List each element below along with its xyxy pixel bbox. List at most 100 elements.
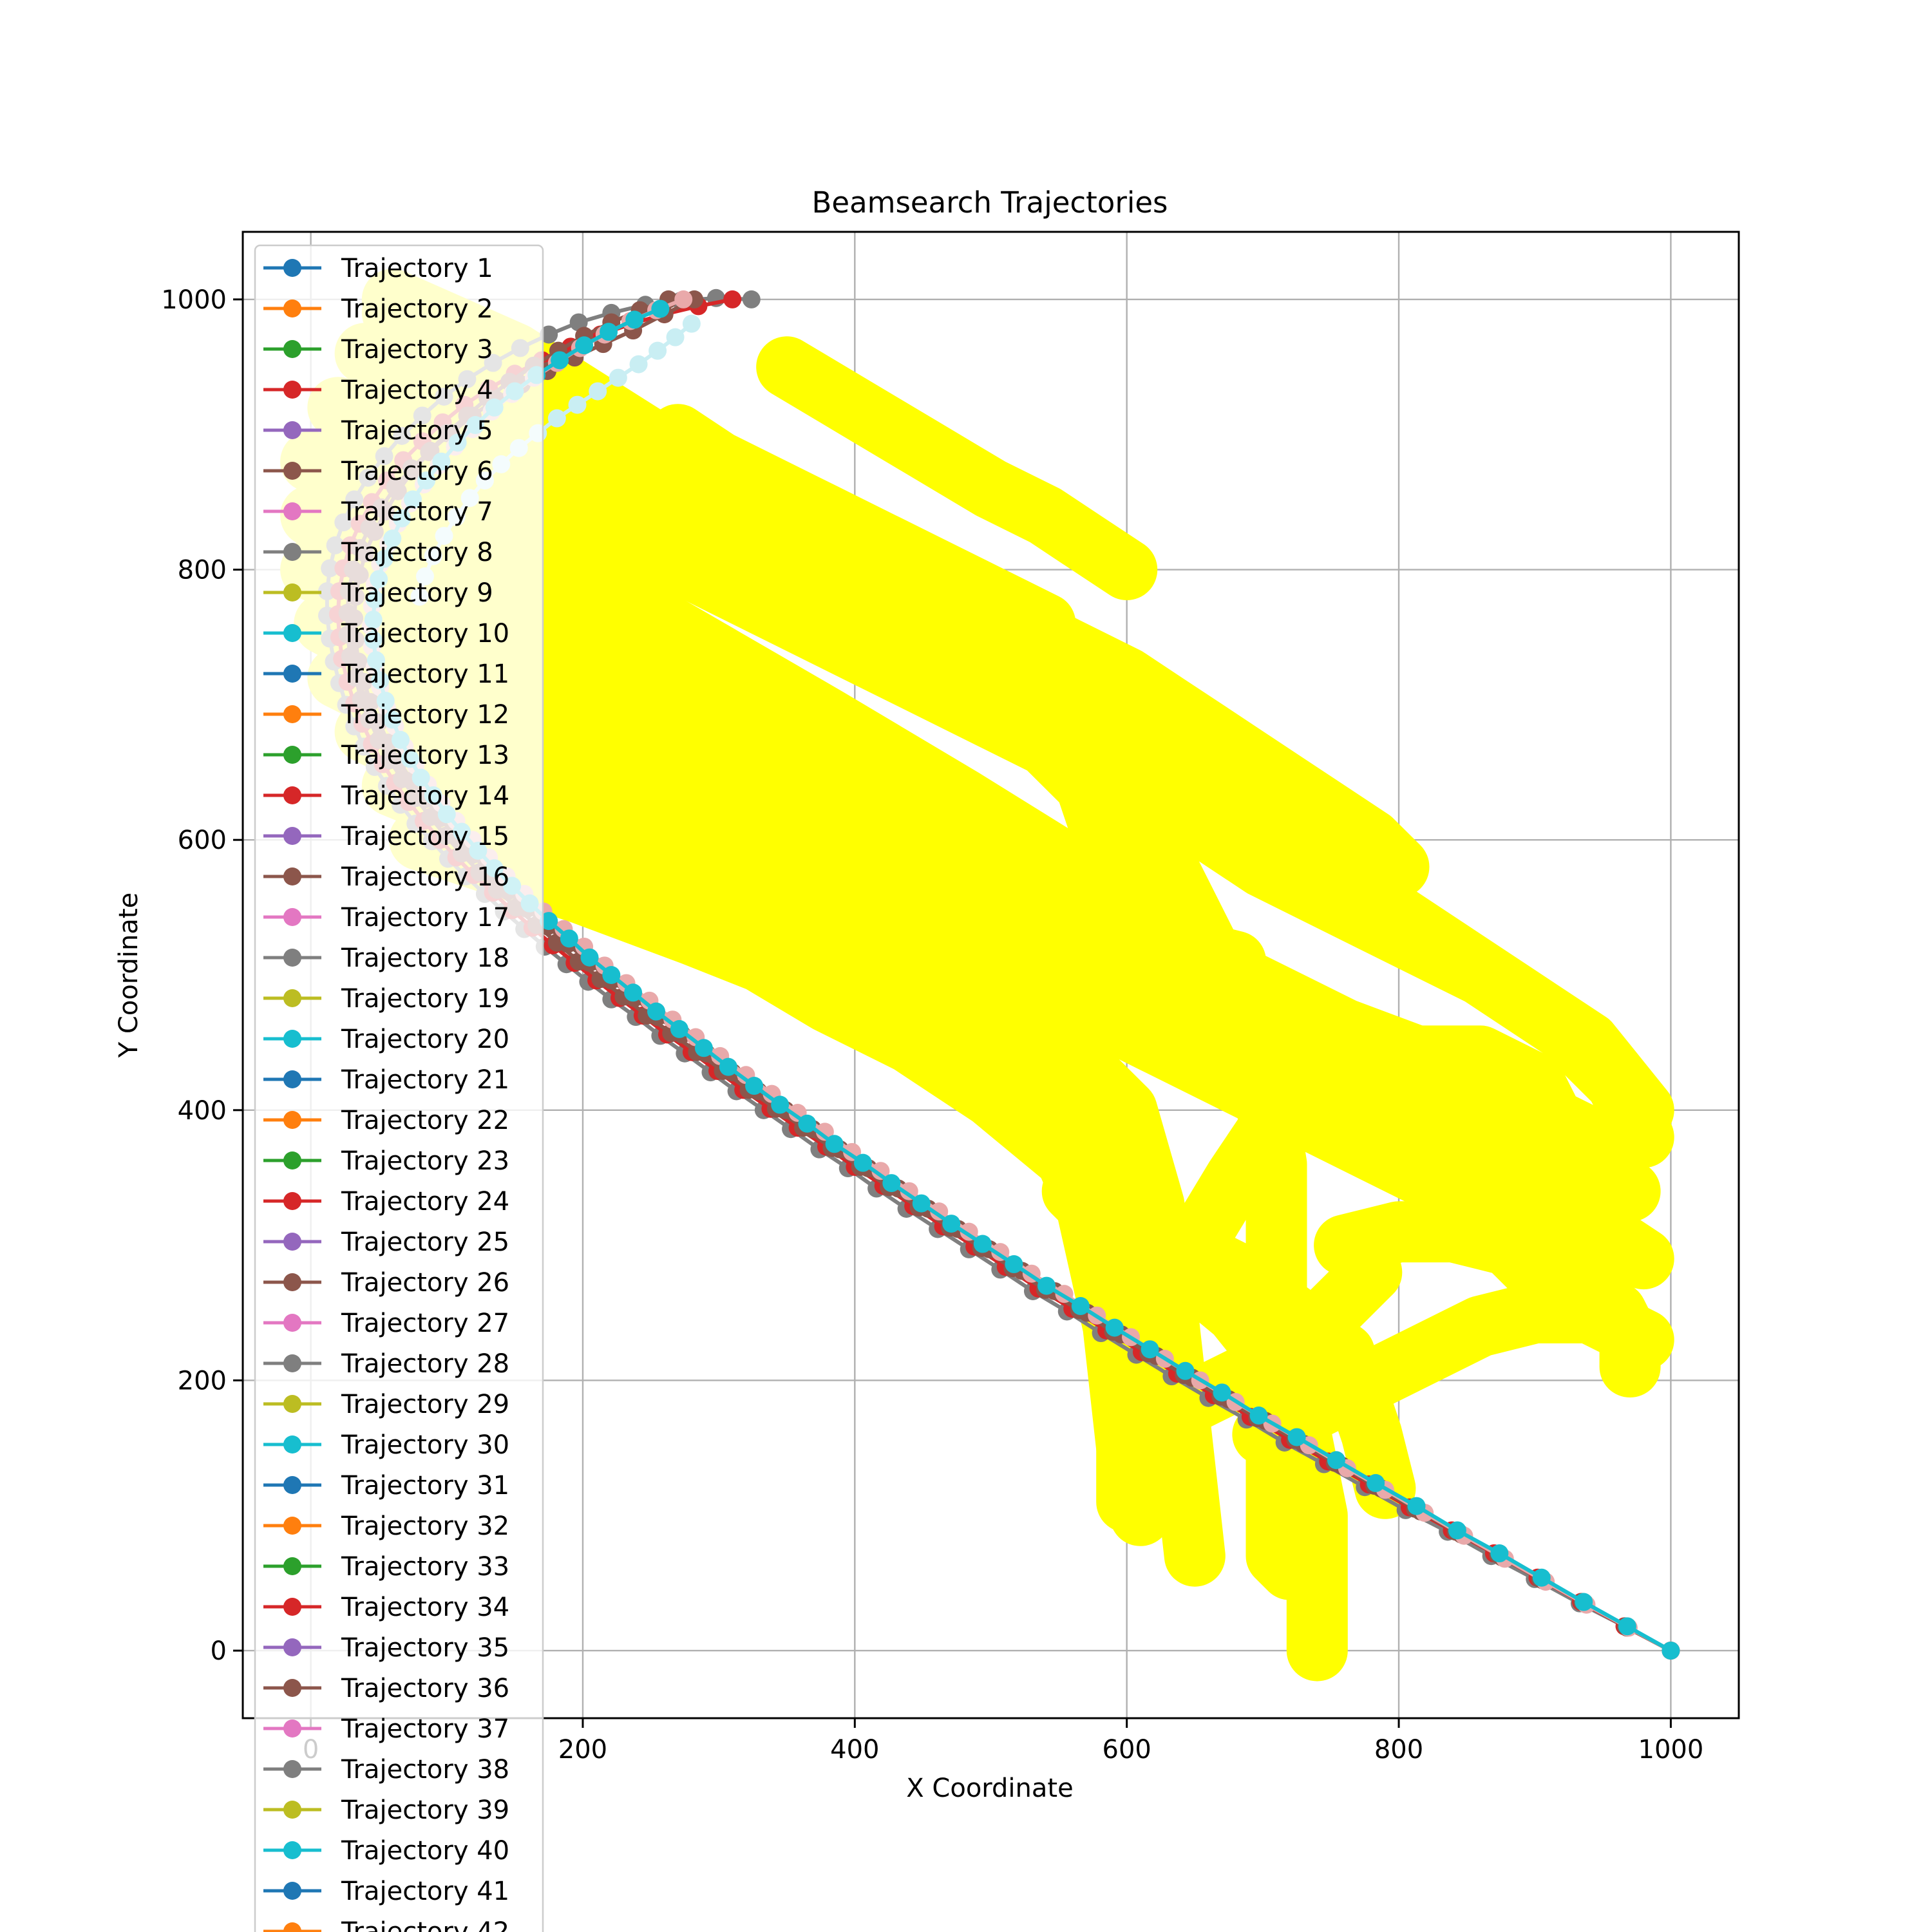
legend-label: Trajectory 40: [341, 1836, 509, 1866]
legend-marker: [283, 1638, 301, 1656]
candidate-x-marker: [1566, 1235, 1586, 1256]
legend-label: Trajectory 25: [341, 1227, 509, 1257]
legend-entry: Trajectory 16: [263, 862, 509, 892]
legend-entry: Trajectory 9: [263, 578, 493, 608]
candidate-x-stroke: [1280, 1559, 1300, 1580]
trajectory-point: [560, 929, 578, 948]
legend-entry: Trajectory 10: [263, 619, 509, 649]
candidate-band: [1232, 1282, 1674, 1465]
legend-marker: [283, 1517, 301, 1535]
candidate-x-stroke: [981, 870, 1001, 891]
legend-label: Trajectory 24: [341, 1187, 509, 1217]
legend-marker: [283, 1882, 301, 1900]
legend-frame: [254, 244, 544, 1932]
trajectory-point: [771, 1095, 790, 1114]
candidate-x-stroke: [1633, 1249, 1654, 1269]
legend-entry: Trajectory 5: [263, 416, 493, 446]
x-tick-label: 1000: [1638, 1735, 1704, 1765]
legend-entry: Trajectory 30: [263, 1430, 509, 1460]
trajectory-point: [1071, 1297, 1090, 1316]
trajectory-point: [942, 1215, 961, 1233]
legend-label: Trajectory 19: [341, 984, 509, 1014]
candidate-x-marker: [1361, 1262, 1382, 1283]
candidate-band: [307, 377, 1674, 1168]
legend-label: Trajectory 23: [341, 1146, 509, 1176]
legend-marker: [283, 1070, 301, 1088]
candidate-x-stroke: [1035, 1046, 1056, 1066]
legend-label: Trajectory 14: [341, 781, 509, 811]
trajectory-point: [624, 983, 643, 1002]
legend-entry: Trajectory 23: [263, 1146, 509, 1176]
legend-marker: [283, 1801, 301, 1819]
legend-entry: Trajectory 18: [263, 943, 509, 973]
legend-marker: [283, 1030, 301, 1048]
legend-label: Trajectory 32: [341, 1511, 509, 1541]
trajectory-point: [745, 1077, 764, 1095]
legend-marker: [283, 1354, 301, 1372]
trajectory-point: [1618, 1617, 1636, 1636]
candidate-band: [1123, 1242, 1403, 1452]
candidate-x-marker: [1546, 1269, 1565, 1289]
trajectory-point: [815, 1122, 834, 1141]
trajectory-point: [1407, 1497, 1426, 1515]
trajectory-point: [912, 1194, 931, 1213]
trajectory-point: [682, 314, 701, 333]
legend-label: Trajectory 2: [341, 294, 493, 324]
trajectory-point: [1327, 1451, 1345, 1470]
legend-entry: Trajectory 31: [263, 1471, 509, 1501]
legend-label: Trajectory 41: [341, 1877, 509, 1906]
y-tick-label: 600: [178, 826, 227, 855]
trajectory-point: [670, 1019, 688, 1038]
legend-entry: Trajectory 40: [263, 1836, 509, 1866]
legend-label: Trajectory 18: [341, 943, 509, 973]
trajectory-point: [575, 336, 594, 355]
trajectory-point: [973, 1235, 992, 1253]
trajectory-point: [625, 310, 644, 329]
trajectory-point: [649, 341, 667, 360]
legend-label: Trajectory 9: [341, 578, 493, 608]
trajectory-point: [540, 325, 558, 344]
legend-marker: [283, 1841, 301, 1859]
trajectory-point: [1287, 1428, 1306, 1446]
trajectory-point: [569, 313, 588, 332]
candidate-x-stroke: [1307, 1640, 1327, 1661]
trajectory-point: [629, 355, 648, 374]
y-tick-label: 1000: [161, 285, 227, 315]
trajectory-point: [1141, 1340, 1159, 1359]
legend-entry: Trajectory 29: [263, 1390, 509, 1419]
legend-entry: Trajectory 42: [263, 1917, 509, 1932]
trajectory-point: [719, 1057, 737, 1076]
legend-entry: Trajectory 22: [263, 1106, 509, 1135]
legend-label: Trajectory 35: [341, 1633, 509, 1663]
legend-marker: [283, 1233, 301, 1251]
candidate-x-stroke: [1633, 1330, 1654, 1350]
legend-label: Trajectory 3: [341, 335, 493, 365]
candidate-x-marker: [1552, 1181, 1572, 1202]
legend-marker: [283, 502, 301, 520]
y-tick-label: 400: [178, 1096, 227, 1126]
legend-marker: [283, 1922, 301, 1932]
trajectory-point: [647, 1002, 665, 1021]
candidate-x-marker: [1035, 614, 1056, 634]
candidate-band: [756, 336, 1158, 600]
legend-label: Trajectory 38: [341, 1755, 509, 1785]
legend-marker: [283, 1679, 301, 1697]
legend-marker: [283, 543, 301, 561]
legend-marker: [283, 259, 301, 277]
legend-label: Trajectory 20: [341, 1025, 509, 1054]
legend-label: Trajectory 39: [341, 1795, 509, 1825]
legend-entry: Trajectory 15: [263, 822, 509, 851]
legend-entry: Trajectory 14: [263, 781, 509, 811]
candidate-band: [797, 566, 1267, 992]
candidate-band: [294, 593, 1607, 1276]
legend-entry: Trajectory 21: [263, 1065, 509, 1095]
y-tick-label: 200: [178, 1366, 227, 1396]
legend-marker: [283, 583, 301, 601]
candidate-x-stroke: [1117, 560, 1137, 580]
trajectory-point: [1532, 1568, 1551, 1587]
candidate-x-stroke: [1552, 1181, 1572, 1202]
trajectory-point: [871, 1162, 890, 1180]
legend-marker: [283, 989, 301, 1007]
legend-label: Trajectory 33: [341, 1552, 509, 1582]
legend-marker: [283, 949, 301, 967]
